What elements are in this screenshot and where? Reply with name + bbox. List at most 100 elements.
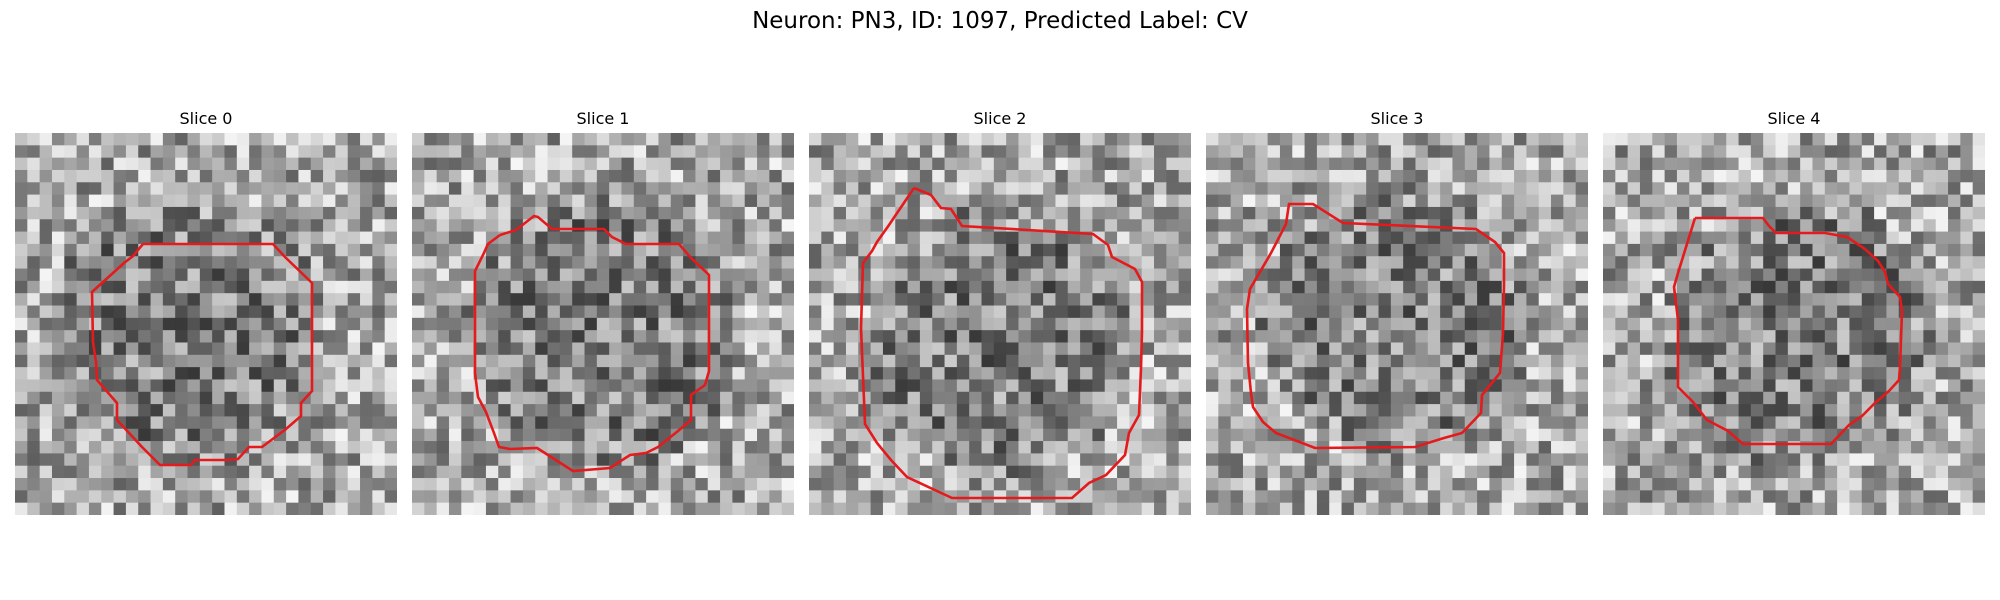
image-pixel xyxy=(1923,465,1937,479)
image-pixel xyxy=(1329,490,1343,504)
image-pixel xyxy=(1452,330,1466,344)
image-pixel xyxy=(1538,465,1552,479)
image-pixel xyxy=(944,416,958,430)
image-pixel xyxy=(596,367,610,381)
image-pixel xyxy=(1329,379,1343,393)
image-pixel xyxy=(981,268,995,282)
image-pixel xyxy=(1129,354,1143,368)
image-pixel xyxy=(944,453,958,467)
image-pixel xyxy=(547,416,561,430)
image-pixel xyxy=(1304,342,1318,356)
image-pixel xyxy=(187,256,201,270)
image-pixel xyxy=(1378,268,1392,282)
image-pixel xyxy=(1713,428,1727,442)
image-pixel xyxy=(1948,133,1961,146)
image-pixel xyxy=(1538,354,1552,368)
image-pixel xyxy=(1104,145,1118,159)
image-pixel xyxy=(1464,280,1478,294)
figure-title: Neuron: PN3, ID: 1097, Predicted Label: … xyxy=(752,8,1248,34)
image-pixel xyxy=(1501,428,1515,442)
image-pixel xyxy=(944,182,958,196)
image-pixel xyxy=(1664,305,1678,319)
image-pixel xyxy=(833,133,847,146)
image-pixel xyxy=(744,243,758,257)
image-pixel xyxy=(1489,169,1503,183)
image-pixel xyxy=(833,268,847,282)
image-pixel xyxy=(1230,490,1244,504)
image-pixel xyxy=(683,268,697,282)
image-pixel xyxy=(1242,157,1256,171)
image-pixel xyxy=(498,490,512,504)
image-pixel xyxy=(150,293,164,307)
image-pixel xyxy=(1104,416,1118,430)
image-pixel xyxy=(670,354,684,368)
image-pixel xyxy=(559,145,573,159)
image-pixel xyxy=(1689,367,1703,381)
image-pixel xyxy=(1787,133,1801,146)
image-pixel xyxy=(461,280,475,294)
image-pixel xyxy=(1452,280,1466,294)
image-pixel xyxy=(498,354,512,368)
image-pixel xyxy=(1886,342,1900,356)
image-pixel xyxy=(1178,330,1191,344)
image-pixel xyxy=(1080,157,1094,171)
image-pixel xyxy=(1812,502,1826,515)
image-pixel xyxy=(1378,416,1392,430)
image-pixel xyxy=(1603,133,1616,146)
image-pixel xyxy=(1664,145,1678,159)
image-pixel xyxy=(175,478,189,491)
image-pixel xyxy=(1837,256,1851,270)
image-pixel xyxy=(1972,256,1985,270)
image-pixel xyxy=(1104,441,1118,454)
image-pixel xyxy=(1104,465,1118,479)
image-pixel xyxy=(1353,256,1367,270)
image-pixel xyxy=(27,268,41,282)
image-pixel xyxy=(1923,206,1937,220)
image-pixel xyxy=(744,145,758,159)
image-pixel xyxy=(1874,441,1888,454)
image-pixel xyxy=(845,416,859,430)
image-pixel xyxy=(609,268,623,282)
image-pixel xyxy=(1055,502,1069,515)
image-pixel xyxy=(1664,453,1678,467)
image-pixel xyxy=(1489,354,1503,368)
image-pixel xyxy=(212,354,226,368)
image-pixel xyxy=(658,219,672,233)
image-pixel xyxy=(1861,182,1875,196)
image-pixel xyxy=(1689,133,1703,146)
image-pixel xyxy=(1117,317,1130,331)
image-pixel xyxy=(1129,145,1143,159)
image-pixel xyxy=(1652,490,1666,504)
image-pixel xyxy=(212,293,226,307)
image-pixel xyxy=(1615,490,1629,504)
image-pixel xyxy=(1043,293,1057,307)
image-pixel xyxy=(1615,416,1629,430)
image-pixel xyxy=(384,256,397,270)
image-pixel xyxy=(27,194,41,208)
image-pixel xyxy=(1935,256,1949,270)
image-pixel xyxy=(224,256,238,270)
image-pixel xyxy=(683,330,697,344)
image-pixel xyxy=(522,206,536,220)
image-pixel xyxy=(1304,243,1318,257)
image-pixel xyxy=(1627,502,1641,515)
image-pixel xyxy=(572,502,586,515)
image-pixel xyxy=(981,293,995,307)
image-pixel xyxy=(1329,404,1343,418)
image-pixel xyxy=(1639,416,1653,430)
image-pixel xyxy=(51,478,65,491)
image-pixel xyxy=(175,280,189,294)
image-pixel xyxy=(1615,428,1629,442)
image-pixel xyxy=(1775,428,1789,442)
image-pixel xyxy=(347,441,361,454)
image-pixel xyxy=(436,145,450,159)
image-pixel xyxy=(261,428,275,442)
image-pixel xyxy=(596,231,610,245)
image-pixel xyxy=(1886,206,1900,220)
image-pixel xyxy=(1452,169,1466,183)
image-pixel xyxy=(1664,404,1678,418)
image-pixel xyxy=(1664,317,1678,331)
image-pixel xyxy=(1464,502,1478,515)
image-pixel xyxy=(1750,305,1764,319)
